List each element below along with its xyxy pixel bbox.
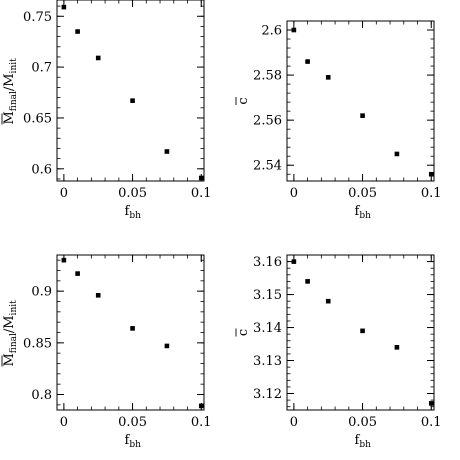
x-tick-label: 0.05 [348, 415, 377, 430]
y-axis-label-text: c [236, 329, 251, 336]
data-point [198, 175, 204, 181]
data-point [325, 75, 331, 80]
panel-1: 0 0.05 0.1 0.6 0.65 0.7 0.75 fbh Mfinal/Minit [1, 0, 212, 221]
panel-3: 0 0.05 0.1 0.8 0.85 0.9 fbh Mfinal/Minit [1, 254, 212, 450]
data-point [95, 293, 101, 298]
data-point [61, 4, 67, 10]
data-point [360, 328, 365, 334]
x-tick-label: 0.1 [191, 415, 212, 430]
y-tick-label: 3.14 [253, 321, 282, 336]
x-tick-label: 0.05 [348, 186, 377, 201]
data-point [394, 151, 400, 157]
x-axis-label: fbh [125, 433, 142, 450]
plot-frame [286, 254, 435, 411]
x-tick-label: 0.05 [118, 186, 147, 201]
y-tick-label: 0.9 [31, 285, 52, 300]
panel-4: 0 0.05 0.1 3.12 3.13 3.14 3.15 3.16 fbh c [235, 254, 442, 450]
y-tick-label: 2.56 [253, 114, 282, 129]
y-tick-label: 0.7 [31, 61, 52, 76]
data-point [164, 343, 170, 349]
x-tick-label: 0 [60, 415, 68, 430]
y-axis-label: c [235, 97, 251, 105]
x-tick-label: 0 [60, 186, 68, 201]
plot-frame [56, 0, 205, 182]
x-tick-label: 0.05 [118, 415, 147, 430]
y-tick-label: 3.16 [253, 255, 282, 270]
data-point [75, 271, 80, 276]
x-tick-label: 0.1 [421, 186, 442, 201]
x-tick-label: 0 [290, 186, 298, 201]
y-tick-label: 3.15 [253, 288, 282, 303]
x-tick-label: 0.1 [191, 186, 212, 201]
data-point [198, 403, 204, 409]
y-tick-label: 3.12 [253, 387, 282, 402]
y-tick-label: 0.8 [31, 388, 52, 403]
data-point [75, 29, 80, 34]
y-tick-label: 0.65 [23, 111, 52, 126]
x-axis-label: fbh [355, 204, 372, 221]
data-point [428, 401, 434, 406]
data-point [291, 259, 297, 264]
plot-frame [56, 254, 205, 411]
data-point [428, 171, 434, 177]
x-tick-label: 0 [290, 415, 298, 430]
y-tick-label: 0.6 [31, 162, 52, 177]
y-axis-label: c [235, 328, 251, 337]
y-axis-label-text: Mfinal/Minit [2, 300, 19, 367]
data-point [305, 59, 310, 64]
x-axis-label: fbh [355, 433, 372, 450]
data-point [95, 55, 101, 61]
y-tick-label: 2.54 [253, 159, 282, 174]
plot-frame [286, 20, 435, 182]
y-axis-label: Mfinal/Minit [1, 300, 19, 367]
data-point [61, 257, 67, 263]
x-tick-label: 0.1 [421, 415, 442, 430]
y-tick-label: 2.58 [253, 69, 282, 84]
data-point [360, 113, 365, 118]
x-axis-label: fbh [125, 204, 142, 221]
data-point [394, 345, 400, 350]
data-point [325, 298, 331, 304]
y-tick-label: 3.13 [253, 354, 282, 369]
data-point [164, 149, 170, 154]
y-tick-label: 0.85 [23, 336, 52, 351]
data-point [130, 326, 135, 331]
y-axis-label: Mfinal/Minit [1, 58, 19, 125]
data-point [305, 279, 310, 284]
y-tick-label: 2.6 [261, 24, 282, 39]
y-tick-label: 0.75 [23, 10, 52, 25]
y-axis-label-text: Mfinal/Minit [2, 58, 19, 125]
data-point [291, 27, 297, 33]
panel-2: 0 0.05 0.1 2.54 2.56 2.58 2.6 fbh c [235, 20, 442, 221]
y-axis-label-text: c [236, 97, 251, 104]
data-point [130, 98, 135, 103]
